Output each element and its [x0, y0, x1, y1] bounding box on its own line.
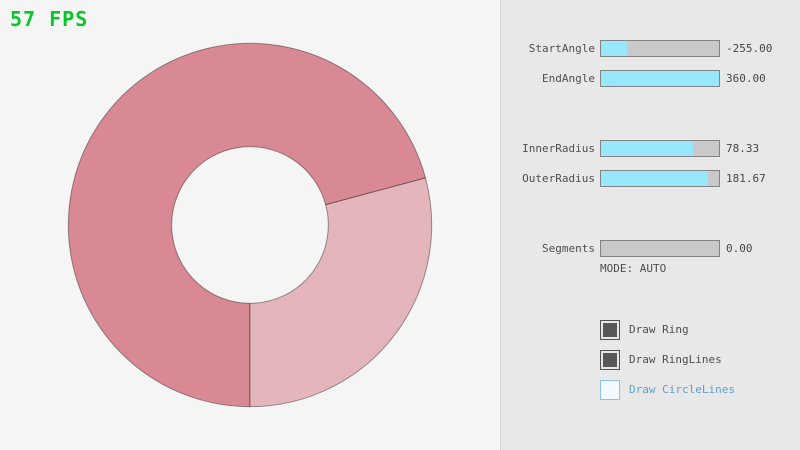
- draw-circlelines-label: Draw CircleLines: [629, 383, 735, 396]
- slider-row-outerradius: OuterRadius 181.67: [501, 170, 800, 187]
- slider-row-segments: Segments 0.00: [501, 240, 800, 257]
- slider-bar-outerradius[interactable]: [600, 170, 720, 187]
- draw-ring-checkbox[interactable]: [600, 320, 620, 340]
- slider-bar-endangle[interactable]: [600, 70, 720, 87]
- checkbox-row-draw-ring: Draw Ring: [501, 320, 800, 340]
- slider-fill-endangle: [601, 71, 719, 86]
- checkbox-row-draw-circlelines: Draw CircleLines: [501, 380, 800, 400]
- slider-label-outerradius: OuterRadius: [522, 172, 595, 185]
- draw-circlelines-checkbox[interactable]: [600, 380, 620, 400]
- draw-ringlines-label: Draw RingLines: [629, 353, 722, 366]
- slider-row-endangle: EndAngle 360.00: [501, 70, 800, 87]
- slider-value-endangle: 360.00: [726, 72, 766, 85]
- segments-mode-text: MODE: AUTO: [600, 262, 667, 275]
- slider-fill-startangle: [601, 41, 627, 56]
- draw-ringlines-checkbox[interactable]: [600, 350, 620, 370]
- slider-fill-outerradius: [601, 171, 709, 186]
- slider-value-innerradius: 78.33: [726, 142, 760, 155]
- slider-bar-innerradius[interactable]: [600, 140, 720, 157]
- control-panel: StartAngle -255.00 EndAngle 360.00 Inner…: [500, 0, 800, 450]
- slider-row-innerradius: InnerRadius 78.33: [501, 140, 800, 157]
- slider-bar-segments[interactable]: [600, 240, 720, 257]
- checkbox-row-draw-ringlines: Draw RingLines: [501, 350, 800, 370]
- fps-counter: 57 FPS: [10, 7, 89, 31]
- slider-label-startangle: StartAngle: [528, 42, 595, 55]
- slider-label-innerradius: InnerRadius: [522, 142, 595, 155]
- slider-bar-startangle[interactable]: [600, 40, 720, 57]
- slider-row-startangle: StartAngle -255.00: [501, 40, 800, 57]
- slider-value-segments: 0.00: [726, 242, 753, 255]
- slider-value-startangle: -255.00: [726, 42, 773, 55]
- slider-label-endangle: EndAngle: [542, 72, 595, 85]
- draw-ring-label: Draw Ring: [629, 323, 689, 336]
- slider-value-outerradius: 181.67: [726, 172, 766, 185]
- ring-chart: [67, 42, 433, 408]
- slider-fill-innerradius: [601, 141, 694, 156]
- slider-label-segments: Segments: [542, 242, 595, 255]
